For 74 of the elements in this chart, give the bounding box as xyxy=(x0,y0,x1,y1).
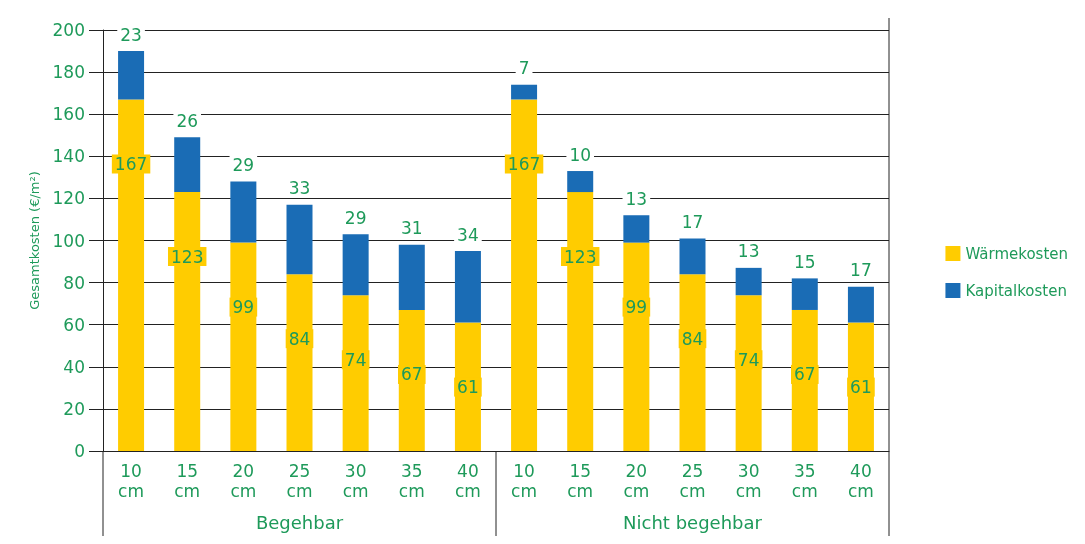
text: Begehbar xyxy=(255,511,344,533)
data-label: 34 xyxy=(457,224,479,245)
bar xyxy=(118,51,145,100)
text: Nicht begehbar xyxy=(623,511,763,533)
x-tick-label: 10 cm xyxy=(511,461,538,501)
y-tick-label: 140 xyxy=(52,146,85,167)
y-tick-label: 40 xyxy=(63,356,85,377)
legend-label: Wärmekosten xyxy=(965,244,1069,263)
x-tick-label: 20 cm xyxy=(230,461,257,501)
data-label: 17 xyxy=(681,211,704,232)
y-tick-label: 0 xyxy=(74,441,85,461)
bar xyxy=(398,244,425,310)
bar xyxy=(342,234,369,296)
data-label: 84 xyxy=(288,328,311,349)
x-tick-label: 25 cm xyxy=(286,461,313,501)
data-label: 13 xyxy=(737,241,760,262)
bar xyxy=(847,286,874,323)
x-tick-label: 40 cm xyxy=(454,461,481,501)
data-label: 23 xyxy=(120,24,142,45)
x-tick-label: 15 cm xyxy=(567,461,594,501)
y-tick-label: 160 xyxy=(52,104,85,125)
bar xyxy=(174,137,201,193)
data-label: 33 xyxy=(288,178,311,199)
bar xyxy=(454,251,481,323)
legend-label: Kapitalkosten xyxy=(965,281,1067,300)
data-label: 10 xyxy=(569,144,592,165)
x-tick-label: 20 cm xyxy=(623,461,650,501)
x-tick-label: 10 cm xyxy=(118,461,145,501)
x-tick-label: 25 cm xyxy=(679,461,706,501)
data-label: 61 xyxy=(850,377,872,398)
data-label: 74 xyxy=(344,349,367,370)
data-label: 123 xyxy=(563,246,597,267)
y-tick-label: 80 xyxy=(63,272,85,293)
data-label: 67 xyxy=(400,364,423,385)
bar xyxy=(230,242,257,451)
y-tick-label: 120 xyxy=(52,188,85,209)
bar xyxy=(567,171,594,193)
data-label: 61 xyxy=(457,377,479,398)
y-tick-label: 200 xyxy=(52,20,85,40)
y-axis-title: Gesamtkosten (€/m²) xyxy=(27,171,42,310)
data-label: 167 xyxy=(507,153,541,174)
data-label: 29 xyxy=(232,155,255,176)
data-label: 84 xyxy=(681,328,704,349)
y-tick-label: 100 xyxy=(52,230,85,251)
data-label: 17 xyxy=(850,260,872,281)
data-label: 31 xyxy=(400,218,423,239)
x-tick-label: 35 cm xyxy=(398,461,425,501)
x-tick-label: 15 cm xyxy=(174,461,201,501)
data-label: 67 xyxy=(793,364,816,385)
y-tick-label: 20 xyxy=(63,398,85,419)
bar xyxy=(623,215,650,243)
bar xyxy=(511,84,538,100)
data-label: 29 xyxy=(344,207,367,228)
data-label: 74 xyxy=(737,349,760,370)
data-label: 15 xyxy=(793,251,816,272)
bar xyxy=(735,267,762,296)
x-tick-label: 30 cm xyxy=(342,461,369,501)
data-label: 123 xyxy=(170,246,204,267)
data-label: 7 xyxy=(518,58,530,79)
y-tick-label: 180 xyxy=(52,62,85,83)
bar xyxy=(230,181,257,243)
bar xyxy=(679,238,706,275)
y-tick-label: 60 xyxy=(63,314,85,335)
bar xyxy=(286,204,313,275)
x-tick-label: 35 cm xyxy=(791,461,818,501)
x-tick-label: 30 cm xyxy=(735,461,762,501)
bar xyxy=(623,242,650,451)
data-label: 99 xyxy=(232,297,255,318)
bar xyxy=(791,278,818,310)
data-label: 13 xyxy=(625,188,648,209)
data-label: 167 xyxy=(114,153,148,174)
data-label: 99 xyxy=(625,297,648,318)
x-tick-label: 40 cm xyxy=(847,461,874,501)
data-label: 26 xyxy=(176,110,199,131)
